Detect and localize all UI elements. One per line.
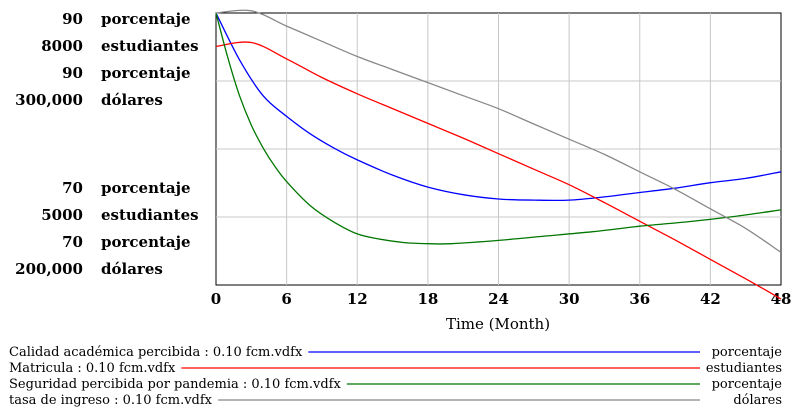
- series-line: [215, 12, 782, 245]
- x-tick-label: 18: [417, 290, 438, 308]
- x-tick-label: 6: [281, 290, 291, 308]
- x-tick-label: 24: [488, 290, 509, 308]
- y-axis-mid-unit: porcentaje: [101, 233, 191, 251]
- y-axis-top-value: 90: [62, 64, 83, 82]
- y-axis-top-unit: porcentaje: [101, 10, 191, 28]
- legend-unit: porcentaje: [712, 377, 783, 392]
- series-lines: [215, 9, 782, 300]
- y-axis-mid-unit: dólares: [101, 260, 163, 278]
- series-line: [215, 9, 782, 253]
- legend-unit: dólares: [733, 393, 782, 408]
- y-axis-mid-value: 70: [62, 233, 83, 251]
- legend-label: Calidad académica percibida : 0.10 fcm.v…: [9, 345, 303, 360]
- legend: Calidad académica percibida : 0.10 fcm.v…: [9, 345, 782, 408]
- grid: [216, 13, 781, 285]
- legend-label: Matricula : 0.10 fcm.vdfx: [9, 361, 176, 376]
- legend-unit: porcentaje: [712, 345, 783, 360]
- y-axis-top-value: 300,000: [15, 91, 83, 109]
- y-axis-mid-unit: estudiantes: [101, 206, 199, 224]
- y-axis-top-unit: porcentaje: [101, 64, 191, 82]
- legend-label: Seguridad percibida por pandemia : 0.10 …: [9, 377, 341, 392]
- x-axis-title: Time (Month): [446, 315, 550, 333]
- x-axis-ticks: 0 6 12 18 24 30 36 42 48: [211, 290, 792, 308]
- x-tick-label: 12: [347, 290, 368, 308]
- y-axis-mid-value: 5000: [41, 206, 83, 224]
- y-axis-top-value: 8000: [41, 37, 83, 55]
- y-axis-labels: 90 porcentaje 70 porcentaje 8000 estudiantes 5…: [15, 10, 198, 278]
- y-axis-top-unit: estudiantes: [101, 37, 199, 55]
- legend-label: tasa de ingreso : 0.10 fcm.vdfx: [9, 393, 213, 408]
- y-axis-mid-value: 200,000: [15, 260, 83, 278]
- y-axis-top-value: 90: [62, 10, 83, 28]
- series-line: [215, 41, 782, 300]
- series-line: [215, 12, 782, 202]
- x-tick-label: 30: [559, 290, 580, 308]
- y-axis-top-unit: dólares: [101, 91, 163, 109]
- y-axis-mid-value: 70: [62, 179, 83, 197]
- x-tick-label: 36: [629, 290, 650, 308]
- x-tick-label: 0: [211, 290, 221, 308]
- y-axis-mid-unit: porcentaje: [101, 179, 191, 197]
- legend-unit: estudiantes: [706, 361, 782, 376]
- x-tick-label: 42: [700, 290, 721, 308]
